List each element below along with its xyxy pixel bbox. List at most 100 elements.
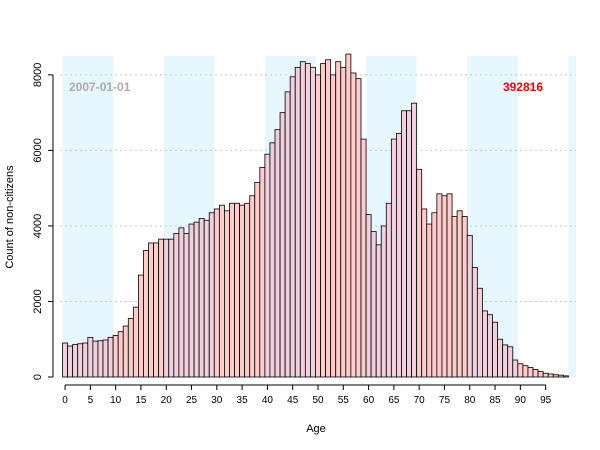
- bar: [178, 227, 185, 378]
- bar: [193, 221, 200, 378]
- axes: 0 5 10 15 20 25 30 35 40 45 50 55 60 65 70 75 80 85 90 95 0 2…: [32, 63, 552, 406]
- bar: [370, 231, 377, 378]
- x-tick-label: 85: [489, 395, 501, 406]
- bar: [264, 153, 271, 378]
- bar: [112, 335, 119, 378]
- bar: [431, 212, 438, 378]
- bar: [244, 202, 251, 378]
- bar: [446, 193, 453, 378]
- bar: [315, 74, 321, 378]
- bar: [396, 133, 402, 378]
- x-tick-label: 95: [540, 395, 552, 406]
- bar: [461, 216, 468, 378]
- bar: [67, 345, 74, 378]
- bar: [92, 340, 99, 378]
- bar: [183, 233, 190, 378]
- bar: [274, 129, 281, 378]
- bar: [390, 138, 397, 378]
- bar: [254, 182, 261, 378]
- bar: [188, 223, 195, 378]
- bar: [148, 242, 154, 378]
- bar: [482, 310, 488, 378]
- bar: [471, 267, 478, 378]
- bar: [552, 374, 559, 378]
- bar: [82, 342, 89, 378]
- bar: [77, 343, 84, 378]
- x-tick-label: 35: [237, 395, 249, 406]
- bar: [117, 331, 124, 378]
- bar: [163, 238, 170, 378]
- bar: [350, 72, 357, 378]
- x-tick-label: 10: [110, 395, 122, 406]
- bar: [279, 112, 286, 378]
- bar: [234, 202, 240, 378]
- date-annotation: 2007-01-01: [69, 80, 131, 94]
- bar: [239, 204, 246, 378]
- bar: [122, 325, 129, 378]
- y-tick-label: 0: [32, 374, 44, 380]
- bar: [107, 336, 114, 378]
- bar: [557, 374, 564, 378]
- bar: [517, 363, 524, 378]
- bar: [411, 102, 418, 378]
- x-axis-title: Age: [306, 423, 326, 435]
- bar: [335, 61, 342, 378]
- x-tick-label: 50: [312, 395, 324, 406]
- bar: [229, 202, 235, 378]
- bar: [102, 339, 109, 378]
- bar: [441, 195, 448, 378]
- x-tick-label: 40: [262, 395, 274, 406]
- bar: [375, 244, 382, 378]
- y-tick-label: 8000: [32, 63, 44, 87]
- x-tick-label: 75: [439, 395, 451, 406]
- bar: [436, 193, 443, 378]
- bar: [299, 61, 306, 378]
- bar: [542, 372, 549, 378]
- bar: [310, 66, 316, 378]
- bar: [416, 168, 423, 378]
- bar: [62, 342, 68, 378]
- bar: [547, 373, 554, 378]
- bar: [294, 66, 301, 378]
- bar: [138, 274, 144, 378]
- x-tick-label: 55: [338, 395, 350, 406]
- bar: [87, 336, 94, 378]
- bar: [203, 219, 210, 378]
- bar: [168, 238, 175, 378]
- x-tick-label: 15: [135, 395, 147, 406]
- bar: [158, 238, 165, 378]
- x-tick-label: 20: [161, 395, 173, 406]
- bar: [320, 63, 326, 378]
- total-annotation: 392816: [503, 80, 543, 94]
- x-tick-label: 45: [287, 395, 299, 406]
- bar: [198, 217, 205, 378]
- bar: [385, 202, 392, 378]
- bar: [527, 367, 534, 378]
- bar: [304, 63, 311, 378]
- bar: [537, 370, 544, 378]
- bar: [360, 138, 367, 378]
- bar: [173, 233, 180, 378]
- y-tick-label: 4000: [32, 214, 44, 238]
- bar: [249, 195, 256, 378]
- bar: [224, 210, 230, 378]
- x-tick-label: 5: [88, 395, 94, 406]
- bar: [153, 242, 160, 378]
- bar: [143, 250, 149, 378]
- bar: [97, 340, 104, 378]
- x-tick-label: 70: [414, 395, 426, 406]
- x-tick-label: 80: [464, 395, 476, 406]
- bar: [406, 110, 412, 378]
- bar: [487, 314, 493, 378]
- y-axis-title: Count of non-citizens: [4, 165, 16, 269]
- y-tick-label: 6000: [32, 138, 44, 162]
- bar: [208, 212, 215, 378]
- bar: [426, 223, 433, 378]
- bar: [213, 208, 220, 378]
- bar: [522, 365, 529, 378]
- bar: [330, 74, 337, 378]
- y-tick-label: 2000: [32, 289, 44, 313]
- bar: [218, 204, 225, 378]
- x-tick-label: 90: [515, 395, 527, 406]
- bar: [132, 306, 139, 378]
